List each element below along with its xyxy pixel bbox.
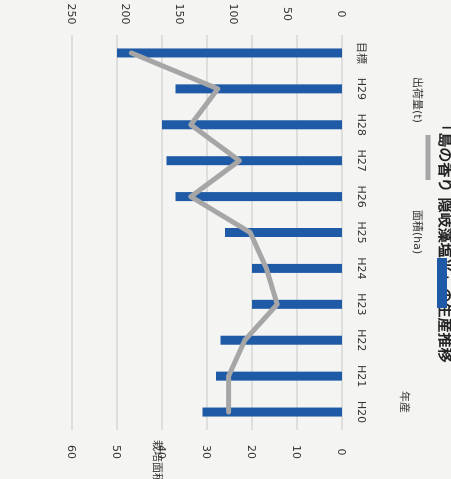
- category-label: H21: [355, 365, 368, 387]
- bar: [175, 192, 342, 202]
- x-axis-title: 年産: [398, 391, 412, 413]
- right-tick-group: 250: [65, 4, 78, 25]
- left-tick-group: 50: [110, 445, 123, 459]
- right-tick-group: 100: [227, 4, 240, 25]
- left-axis-title-group: 栽培面積: [151, 440, 165, 479]
- category-label: H26: [355, 185, 368, 207]
- left-tick-label: 10: [290, 445, 303, 459]
- category-label: H27: [355, 150, 368, 172]
- bar: [216, 371, 342, 381]
- right-tick-label: 0: [335, 11, 348, 18]
- right-tick-label: 100: [227, 4, 240, 25]
- left-tick-group: 40: [155, 445, 168, 459]
- category-label-group: H22: [355, 329, 368, 351]
- right-tick-label: 250: [65, 4, 78, 25]
- left-tick-group: 60: [65, 445, 78, 459]
- category-label-group: H24: [355, 257, 368, 279]
- left-axis-ticks: 0 10 20 30 40 50 60: [65, 445, 348, 459]
- x-axis-title-group: 年産: [398, 391, 412, 413]
- category-label: H22: [355, 329, 368, 351]
- category-label: H25: [355, 221, 368, 243]
- chart-title-group: 「島の香り 隠岐藻塩米」の生産推移: [436, 117, 451, 362]
- bar: [225, 228, 342, 237]
- bar: [202, 407, 342, 417]
- left-tick-label: 20: [245, 445, 258, 459]
- legend-label-line: 出荷量(t): [411, 77, 425, 123]
- category-label: H29: [355, 78, 368, 100]
- category-label: H20: [355, 401, 368, 423]
- category-label-group: H28: [355, 114, 368, 136]
- left-tick-label: 30: [200, 445, 213, 459]
- bar: [166, 156, 342, 166]
- category-label-group: H23: [355, 293, 368, 315]
- category-label-group: H20: [355, 401, 368, 423]
- category-label-group: H26: [355, 185, 368, 207]
- right-tick-group: 200: [119, 4, 132, 25]
- left-tick-label: 0: [335, 449, 348, 456]
- right-tick-label: 200: [119, 4, 132, 25]
- left-tick-group: 10: [290, 445, 303, 459]
- left-tick-label: 60: [65, 445, 78, 459]
- bar: [175, 84, 342, 94]
- bar: [117, 48, 342, 58]
- line-points: [131, 52, 278, 413]
- left-tick-label: 50: [110, 445, 123, 459]
- right-tick-group: 150: [173, 4, 186, 25]
- legend-label-group: 出荷量(t): [411, 77, 425, 123]
- bar-series: [117, 48, 342, 417]
- legend: 面積(ha) 出荷量(t): [411, 77, 447, 308]
- category-labels: H20 H21 H22 H23 H24 H25 H26 H27 H28 H29 目標: [355, 42, 369, 423]
- category-label: H28: [355, 114, 368, 136]
- right-axis-ticks: 0 50 100 150 200 250: [65, 4, 348, 25]
- right-tick-label: 150: [173, 4, 186, 25]
- bar: [162, 120, 342, 130]
- left-tick-group: 0: [335, 449, 348, 456]
- bar: [220, 335, 342, 345]
- left-tick-group: 30: [200, 445, 213, 459]
- category-label-group: H27: [355, 150, 368, 172]
- left-tick-label: 40: [155, 445, 168, 459]
- legend-swatch-bar: [437, 258, 447, 308]
- category-label: H23: [355, 293, 368, 315]
- right-tick-group: 50: [281, 7, 294, 21]
- category-label-group: 目標: [355, 42, 369, 64]
- category-label-group: H25: [355, 221, 368, 243]
- chart-title: 「島の香り 隠岐藻塩米」の生産推移: [436, 117, 451, 362]
- category-label-group: H21: [355, 365, 368, 387]
- right-tick-label: 50: [281, 7, 294, 21]
- category-label: H24: [355, 257, 368, 279]
- legend-label-bar: 面積(ha): [411, 210, 425, 254]
- bar: [252, 263, 342, 273]
- category-label: 目標: [355, 42, 369, 64]
- bar: [252, 299, 342, 309]
- category-label-group: H29: [355, 78, 368, 100]
- left-axis-title: 栽培面積: [151, 440, 165, 479]
- legend-label-group: 面積(ha): [411, 210, 425, 254]
- right-tick-group: 0: [335, 11, 348, 18]
- left-tick-group: 20: [245, 445, 258, 459]
